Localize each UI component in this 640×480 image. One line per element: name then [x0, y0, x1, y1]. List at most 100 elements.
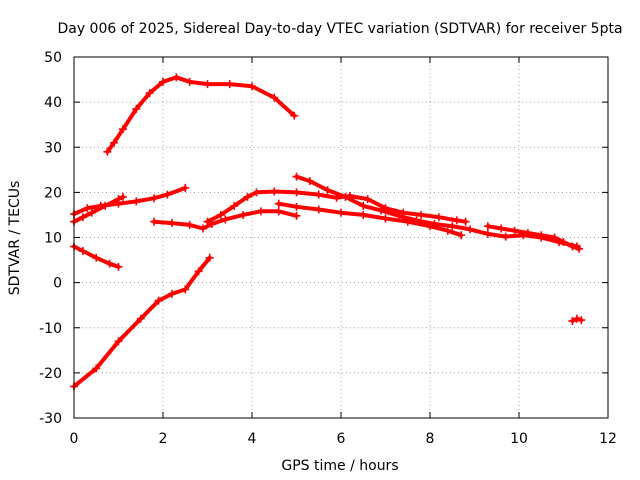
data-point: [314, 205, 323, 214]
data-point: [292, 211, 301, 220]
data-point: [270, 93, 279, 102]
series-arc-8: [276, 201, 464, 238]
x-tick-labels: 0 2 4 6 8 10 12: [70, 431, 617, 447]
x-tick-label: 2: [159, 431, 168, 447]
data-point: [110, 138, 119, 147]
data-point: [457, 231, 466, 240]
data-point: [274, 207, 283, 216]
data-point: [194, 267, 203, 276]
x-tick-label: 6: [337, 431, 346, 447]
data-point: [199, 224, 208, 233]
data-point: [292, 202, 301, 211]
data-point: [225, 80, 234, 89]
data-point: [216, 210, 225, 219]
y-tick-labels: -30 -20 -10 0 10 20 30 40 50: [39, 50, 62, 427]
data-point: [314, 190, 323, 199]
data-point: [221, 215, 230, 224]
data-point: [145, 89, 154, 98]
data-point: [239, 210, 248, 219]
data-point: [337, 208, 345, 217]
data-point: [363, 195, 372, 204]
y-tick-label: 40: [44, 95, 62, 111]
data-point: [292, 172, 301, 181]
data-point: [341, 192, 350, 201]
data-point: [323, 186, 332, 195]
data-point: [114, 337, 123, 346]
data-point: [448, 222, 457, 231]
data-point: [290, 111, 299, 120]
data-point: [305, 177, 314, 186]
data-point: [105, 259, 114, 268]
data-point: [118, 192, 127, 201]
data-point: [575, 244, 584, 253]
data-point: [461, 217, 470, 226]
data-point: [154, 296, 163, 305]
data-point: [92, 364, 101, 373]
data-point: [430, 219, 439, 228]
data-point: [203, 217, 212, 226]
x-tick-label: 12: [599, 431, 617, 447]
data-point: [572, 314, 581, 323]
data-point: [114, 262, 123, 271]
series-arc-3: [72, 185, 188, 216]
data-point: [150, 217, 159, 226]
data-point: [270, 187, 279, 196]
data-point: [497, 224, 506, 233]
data-point: [230, 201, 239, 210]
y-tick-label: -20: [39, 366, 62, 382]
data-point: [103, 147, 112, 156]
data-point: [568, 316, 577, 325]
data-point: [452, 216, 461, 225]
data-point: [101, 201, 110, 210]
data-point: [92, 253, 101, 262]
x-tick-label: 0: [70, 431, 79, 447]
y-tick-label: -10: [39, 321, 62, 337]
data-point: [159, 77, 167, 86]
x-tick-label: 8: [426, 431, 435, 447]
data-point: [568, 242, 577, 251]
data-point: [78, 247, 87, 256]
series-arc-2: [72, 255, 212, 389]
y-tick-label: 30: [44, 140, 62, 156]
series-arc-5: [105, 75, 297, 154]
y-axis-label: SDTVAR / TECUs: [7, 181, 23, 296]
data-point: [466, 225, 475, 234]
x-tick-label: 4: [248, 431, 257, 447]
data-point: [185, 77, 194, 86]
data-point: [185, 220, 194, 229]
data-point: [167, 289, 176, 298]
data-point: [181, 183, 190, 192]
x-axis-label: GPS time / hours: [281, 458, 398, 474]
data-point: [510, 226, 519, 235]
y-tick-label: 50: [44, 50, 62, 66]
y-tick-label: 10: [44, 231, 62, 247]
data-point: [132, 197, 141, 206]
plot-frame: [73, 56, 609, 419]
data-point: [292, 188, 301, 197]
chart-title: Day 006 of 2025, Sidereal Day-to-day VTE…: [57, 21, 622, 37]
data-point: [252, 188, 261, 197]
data-point: [114, 195, 123, 204]
data-point: [559, 238, 568, 247]
data-point: [523, 228, 532, 237]
data-point: [443, 226, 452, 235]
data-point: [501, 232, 510, 241]
data-point: [87, 208, 96, 217]
data-point: [537, 231, 546, 240]
data-point: [136, 314, 145, 323]
data-point: [359, 210, 368, 219]
data-point: [163, 190, 172, 199]
data-point: [550, 233, 559, 242]
data-point: [248, 82, 256, 91]
data-point: [577, 316, 586, 325]
data-point: [417, 210, 426, 219]
x-tick-label: 10: [510, 431, 528, 447]
data-point: [132, 104, 141, 113]
data-point: [434, 213, 443, 222]
data-point: [394, 211, 403, 220]
data-point: [172, 73, 181, 82]
data-point: [274, 199, 283, 208]
data-point: [78, 213, 87, 222]
data-series: [70, 73, 586, 391]
